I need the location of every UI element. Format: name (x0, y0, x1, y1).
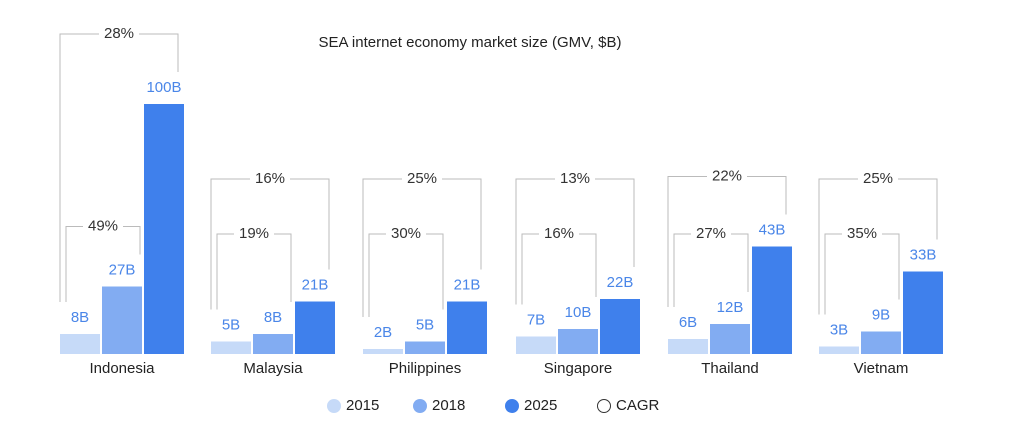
bar (363, 349, 403, 354)
bar (516, 336, 556, 354)
bar (558, 329, 598, 354)
category-label: Singapore (544, 360, 612, 377)
category-label: Indonesia (89, 360, 155, 377)
cagr-label: 49% (88, 217, 118, 234)
label-bg (691, 225, 731, 243)
value-label: 27B (109, 261, 136, 278)
value-label: 7B (527, 311, 545, 328)
label-bg (707, 167, 747, 186)
legend-swatch (505, 399, 519, 413)
value-label: 5B (222, 316, 240, 333)
cagr-bracket (362, 178, 482, 317)
legend-swatch (413, 399, 427, 413)
cagr-label: 25% (407, 170, 437, 187)
label-bg (539, 225, 579, 243)
cagr-label: 27% (696, 225, 726, 242)
bar (253, 334, 293, 354)
cagr-bracket (824, 233, 900, 315)
bar (861, 331, 901, 354)
legend-label: 2018 (432, 397, 465, 414)
category-label: Philippines (389, 360, 462, 377)
label-bg (83, 217, 123, 236)
label-bg (555, 170, 595, 188)
label-bg (250, 170, 290, 188)
value-label: 43B (759, 221, 786, 238)
bar (819, 346, 859, 354)
legend-label: 2015 (346, 397, 379, 414)
bar (102, 286, 142, 354)
legend-swatch (327, 399, 341, 413)
label-bg (386, 225, 426, 243)
value-label: 21B (454, 276, 481, 293)
cagr-label: 19% (239, 225, 269, 242)
cagr-label: 16% (544, 225, 574, 242)
cagr-bracket (368, 233, 444, 317)
category-label: Malaysia (243, 360, 303, 377)
label-bg (842, 225, 882, 243)
label-bg (234, 225, 274, 243)
bar (668, 339, 708, 354)
value-label: 9B (872, 306, 890, 323)
value-label: 8B (264, 309, 282, 326)
cagr-bracket (673, 233, 749, 307)
value-label: 22B (607, 274, 634, 291)
cagr-label: 22% (712, 167, 742, 184)
value-label: 2B (374, 324, 392, 341)
chart-title: SEA internet economy market size (GMV, $… (319, 34, 622, 51)
value-label: 6B (679, 314, 697, 331)
cagr-label: 30% (391, 225, 421, 242)
legend-label: 2025 (524, 397, 557, 414)
value-label: 8B (71, 309, 89, 326)
bar (211, 341, 251, 354)
value-label: 3B (830, 321, 848, 338)
label-bg (858, 170, 898, 188)
value-label: 10B (565, 304, 592, 321)
cagr-label: 13% (560, 170, 590, 187)
category-label: Vietnam (854, 360, 909, 377)
cagr-label: 35% (847, 225, 877, 242)
cagr-label: 25% (863, 170, 893, 187)
legend-label: CAGR (616, 397, 660, 414)
bar (600, 299, 640, 354)
cagr-bracket (216, 233, 292, 310)
category-label: Thailand (701, 360, 759, 377)
bar (405, 341, 445, 354)
value-label: 21B (302, 276, 329, 293)
cagr-bracket (521, 233, 597, 305)
cagr-label: 28% (104, 25, 134, 42)
value-label: 100B (146, 79, 181, 96)
bar (295, 301, 335, 354)
legend-swatch (597, 399, 611, 413)
bar (447, 301, 487, 354)
bar (903, 271, 943, 354)
bar (144, 104, 184, 354)
bar (60, 334, 100, 354)
value-label: 12B (717, 299, 744, 316)
bar (752, 246, 792, 354)
value-label: 33B (910, 246, 937, 263)
value-label: 5B (416, 316, 434, 333)
cagr-label: 16% (255, 170, 285, 187)
label-bg (402, 170, 442, 188)
bar (710, 324, 750, 354)
label-bg (99, 25, 139, 43)
